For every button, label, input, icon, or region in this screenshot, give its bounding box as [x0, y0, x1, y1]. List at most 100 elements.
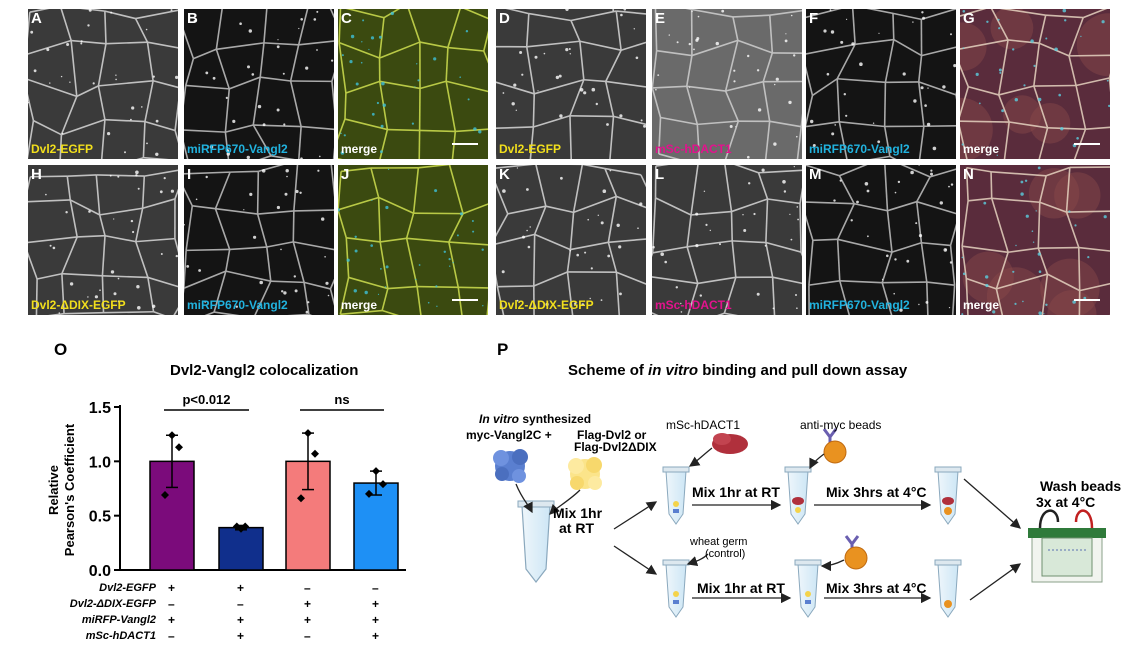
panel-letter: E: [655, 10, 666, 27]
data-point: [175, 443, 183, 452]
condition-label-0: Dvl2-EGFP: [99, 582, 156, 594]
wheat-germ-label-1: wheat germ: [690, 536, 748, 548]
data-point: [311, 449, 319, 458]
panel-caption: miRFP670-Vangl2: [187, 298, 288, 312]
panel-letter: I: [187, 166, 192, 183]
panel-letter: C: [341, 10, 352, 27]
flag-dvl2-label-2: Flag-Dvl2ΔDIX: [574, 440, 657, 454]
panel-caption: Dvl2-EGFP: [31, 142, 94, 156]
dvl2-protein-icon: [568, 457, 602, 490]
panel-letter: M: [809, 166, 822, 183]
arrow-wheatgerm-to-tube: [686, 553, 709, 567]
micrograph-panel-k: K Dvl2-ΔDIX-EGFP: [496, 165, 646, 315]
synthesized-label-rest: synthesized: [519, 412, 592, 426]
condition-sign: +: [372, 613, 380, 627]
panel-o-letter: O: [54, 340, 68, 359]
significance-label: ns: [334, 392, 349, 407]
panel-letter: N: [963, 166, 974, 183]
panel-letter: K: [499, 166, 510, 183]
data-point: [161, 491, 169, 500]
arrow-top-wash: [963, 478, 1021, 529]
western-blot-gel-icon: [1028, 509, 1106, 583]
micrograph-panel-a: A Dvl2-EGFP: [28, 9, 178, 159]
panel-p-letter: P: [497, 340, 509, 359]
anti-myc-bead-icon-top: [822, 428, 847, 464]
flag-dvl2-label-1: Flag-Dvl2 or: [577, 428, 647, 442]
arrow-to-top-branch: [613, 501, 658, 530]
panel-caption: merge: [963, 142, 1000, 156]
tube-beads-bottom-icon: [794, 559, 822, 618]
panel-p-title: Scheme of in vitro binding and pull down…: [568, 362, 907, 379]
condition-label-3: mSc-hDACT1: [85, 630, 156, 642]
arrow-beads-to-top-tube: [809, 453, 825, 470]
panel-caption: Dvl2-ΔDIX-EGFP: [499, 298, 594, 312]
panel-caption: Dvl2-EGFP: [499, 142, 562, 156]
condition-sign: +: [237, 629, 245, 643]
significance-label: p<0.012: [182, 392, 230, 407]
condition-sign: +: [168, 581, 176, 595]
panel-letter: J: [341, 166, 350, 183]
tube-binding-top-icon: [662, 466, 690, 525]
condition-sign: +: [168, 613, 176, 627]
y-tick-label: 0.5: [89, 509, 111, 526]
condition-sign: +: [304, 613, 312, 627]
scale-bar: [1074, 143, 1100, 145]
panel-caption: merge: [341, 142, 378, 156]
panel-letter: A: [31, 10, 42, 27]
panel-caption: mSc-hDACT1: [655, 298, 732, 312]
mix-1hr-label-2: at RT: [559, 520, 594, 536]
scale-bar: [452, 143, 478, 145]
myc-vangl2c-label: myc-Vangl2C +: [466, 428, 552, 442]
mix-4c-bottom-label: Mix 3hrs at 4°C: [826, 580, 927, 596]
panel-caption: miRFP670-Vangl2: [809, 142, 910, 156]
y-tick-label: 1.0: [89, 454, 111, 471]
panel-p-title-post: binding and pull down assay: [698, 362, 908, 379]
tube-mix-icon: [517, 500, 555, 583]
data-point: [297, 494, 305, 503]
condition-label-2: miRFP-Vangl2: [81, 614, 156, 626]
condition-sign: –: [372, 581, 379, 595]
panel-caption: merge: [963, 298, 1000, 312]
mix-4c-top-label: Mix 3hrs at 4°C: [826, 484, 927, 500]
panel-letter: F: [809, 10, 819, 27]
hdact1-label: mSc-hDACT1: [666, 418, 741, 432]
panel-caption: miRFP670-Vangl2: [187, 142, 288, 156]
data-point: [379, 480, 387, 489]
condition-sign: –: [168, 597, 175, 611]
panel-letter: L: [655, 166, 665, 183]
anti-myc-beads-label: anti-myc beads: [800, 418, 882, 432]
data-point: [168, 431, 176, 440]
wash-beads-label-2: 3x at 4°C: [1036, 494, 1096, 510]
synthesized-label: In vitro synthesized: [479, 412, 591, 426]
arrow-bottom-wash: [969, 563, 1022, 601]
mix-rt-top-label: Mix 1hr at RT: [692, 484, 780, 500]
wheat-germ-label-2: (control): [705, 548, 746, 560]
data-point: [372, 467, 380, 476]
data-point: [365, 489, 373, 498]
condition-sign: +: [372, 597, 380, 611]
panel-letter: G: [963, 10, 975, 27]
bar-2: [285, 460, 331, 571]
condition-label-1: Dvl2-ΔDIX-EGFP: [69, 598, 156, 610]
mix-rt-bottom-label: Mix 1hr at RT: [697, 580, 785, 596]
panel-caption: merge: [341, 298, 378, 312]
bar-3: [353, 482, 399, 571]
panel-p-title-italic: in vitro: [648, 362, 699, 379]
arrow-beads-to-bottom-tube: [820, 559, 845, 572]
y-tick-label: 1.5: [89, 400, 111, 417]
tube-binding-bottom-icon: [662, 559, 690, 618]
scale-bar: [452, 299, 478, 301]
synthesized-label-italic: In vitro: [479, 412, 520, 426]
condition-sign: –: [304, 629, 311, 643]
condition-sign: –: [304, 581, 311, 595]
panel-o-title: Dvl2-Vangl2 colocalization: [170, 362, 359, 379]
colocalization-bar-chart: 0.0 0.5 1.0 1.5 RelativePearson's Coefficien…: [46, 392, 406, 580]
panel-caption: miRFP670-Vangl2: [809, 298, 910, 312]
